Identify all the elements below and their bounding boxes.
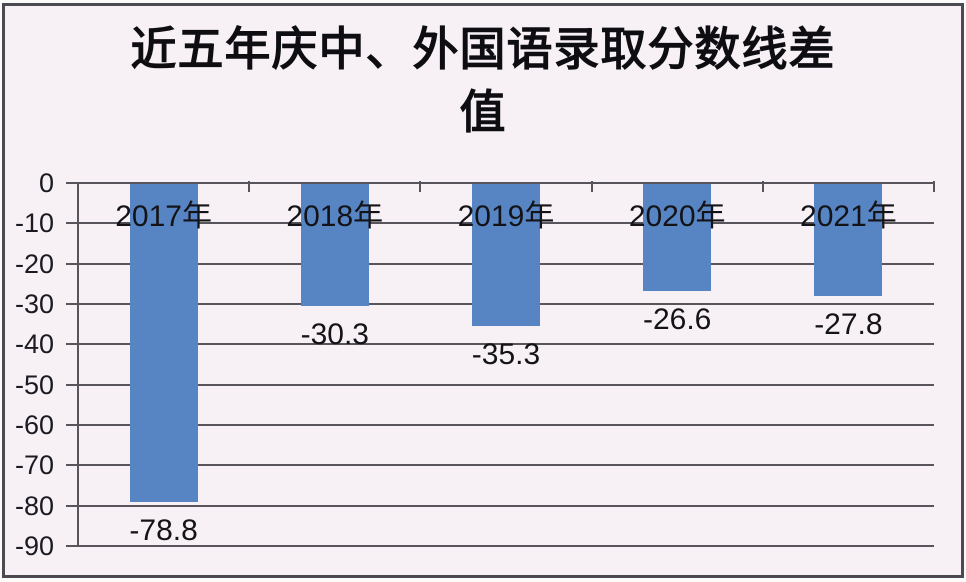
gridline: [78, 424, 934, 426]
category-label: 2019年: [457, 200, 555, 233]
chart-frame: 近五年庆中、外国语录取分数线差 值 0 -10 -20 -30 -40 -50 -60 -70…: [2, 3, 964, 578]
gridline: [78, 343, 934, 346]
y-axis-tick-label: -80: [14, 490, 54, 521]
y-axis-tick: [66, 222, 80, 225]
y-axis-tick: [66, 343, 80, 346]
data-value-label: -35.3: [471, 338, 541, 372]
gridline: [78, 182, 934, 184]
x-axis-tick: [248, 181, 251, 192]
x-axis-tick: [933, 181, 935, 192]
category-label: 2020年: [628, 200, 726, 233]
y-axis-tick-label: -60: [14, 410, 54, 440]
y-axis-tick-label: -50: [14, 369, 54, 400]
y-axis-tick: [66, 383, 80, 386]
y-axis-tick: [66, 303, 80, 305]
chart-title: 近五年庆中、外国语录取分数线差 值: [5, 18, 961, 144]
chart-title-line-1: 近五年庆中、外国语录取分数线差: [130, 22, 836, 76]
y-axis-tick: [66, 262, 80, 265]
data-value-label: -27.8: [814, 308, 883, 342]
bar: [129, 184, 198, 502]
gridline: [78, 464, 934, 467]
x-axis-tick: [761, 181, 764, 192]
data-value-label: -26.6: [642, 303, 712, 337]
y-axis-tick: [66, 182, 80, 184]
y-axis-tick-label: -30: [14, 289, 54, 319]
gridline: [78, 545, 934, 547]
y-axis-tick-label: -40: [14, 329, 54, 360]
y-axis-tick: [66, 504, 80, 507]
y-axis-line: [77, 183, 79, 546]
y-axis-tick: [66, 424, 80, 426]
y-axis-tick-label: -70: [14, 450, 54, 481]
data-value-label: -78.8: [129, 513, 198, 547]
y-axis-tick-label: -90: [14, 531, 54, 561]
plot-area: 0 -10 -20 -30 -40 -50 -60 -70 -80 -90 2017年 -78.8 20…: [5, 6, 961, 575]
y-axis-tick-label: -10: [14, 208, 54, 239]
y-axis-tick: [66, 464, 80, 467]
data-value-label: -30.3: [300, 318, 369, 352]
x-axis-tick: [590, 181, 593, 192]
y-axis-tick: [66, 545, 80, 547]
y-axis-tick-label: -20: [14, 248, 54, 279]
bar: [643, 184, 712, 292]
bar: [300, 184, 369, 307]
category-label: 2018年: [286, 200, 384, 233]
x-axis-tick: [419, 181, 422, 192]
chart-title-line-2: 值: [459, 85, 507, 139]
gridline: [78, 504, 934, 507]
category-label: 2021年: [800, 200, 897, 233]
bar: [472, 184, 540, 327]
bar: [814, 184, 883, 297]
gridline: [78, 383, 934, 386]
category-label: 2017年: [115, 200, 212, 233]
y-axis-tick-label: 0: [38, 168, 54, 198]
